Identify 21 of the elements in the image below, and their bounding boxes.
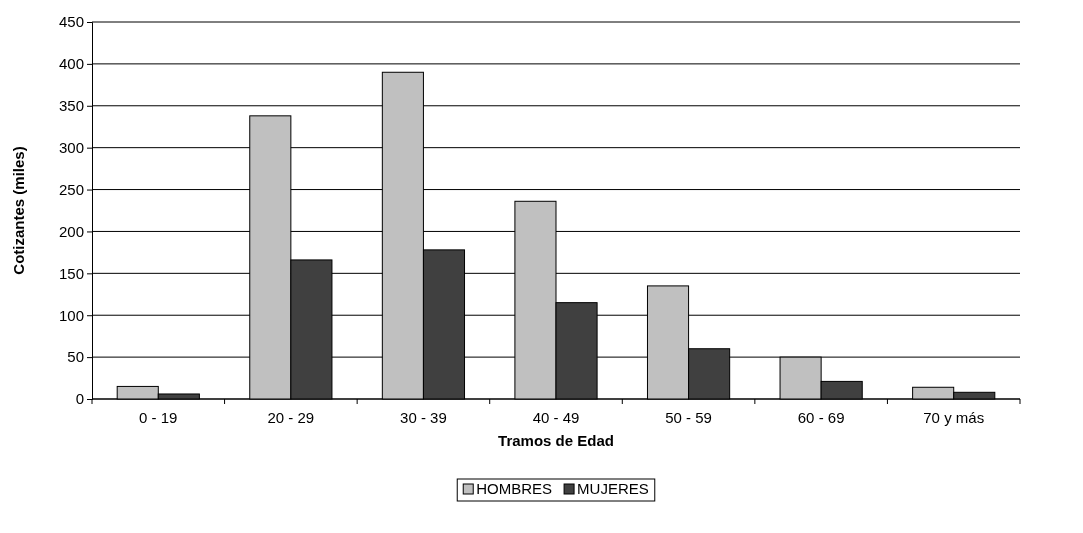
x-tick-label: 20 - 29 xyxy=(267,409,315,426)
x-tick-label: 60 - 69 xyxy=(797,409,845,426)
y-tick-label: 250 xyxy=(58,180,84,198)
y-tick-label: 450 xyxy=(58,13,84,31)
y-tick-label: 300 xyxy=(58,138,84,156)
y-tick-label: 150 xyxy=(58,264,84,282)
x-tick-label: 40 - 49 xyxy=(532,409,580,426)
x-tick-label: 70 y más xyxy=(923,409,985,426)
y-axis-title: Cotizantes (miles) xyxy=(10,146,27,275)
x-tick-label: 0 - 19 xyxy=(139,409,178,426)
y-tick-label: 50 xyxy=(67,348,84,366)
legend-label: MUJERES xyxy=(577,480,649,497)
x-axis-title: Tramos de Edad xyxy=(498,432,614,449)
y-tick-label: 100 xyxy=(58,306,84,324)
y-tick-label: 0 xyxy=(75,390,84,408)
x-tick-label: 30 - 39 xyxy=(400,409,447,426)
y-tick-label: 400 xyxy=(58,55,84,73)
x-tick-label: 50 - 59 xyxy=(665,409,712,426)
y-tick-label: 350 xyxy=(58,97,84,115)
y-tick-label: 200 xyxy=(58,222,84,240)
legend-label: HOMBRES xyxy=(476,480,553,497)
